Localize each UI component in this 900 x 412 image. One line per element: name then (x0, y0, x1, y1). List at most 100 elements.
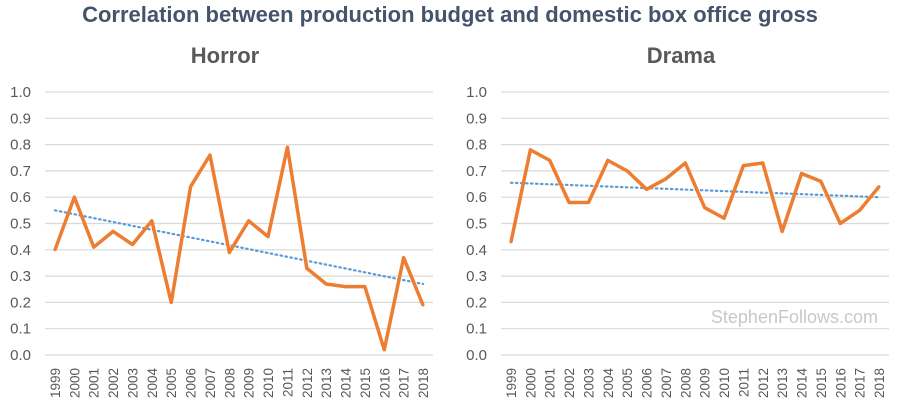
x-tick-label: 2011 (280, 368, 295, 397)
y-tick-label: 1.0 (10, 84, 31, 101)
y-tick-label: 0.5 (466, 216, 487, 233)
data-point (780, 229, 784, 233)
data-point (548, 158, 552, 162)
y-tick-label: 0.8 (466, 137, 487, 154)
data-point (208, 153, 212, 157)
x-tick-label: 2006 (184, 368, 199, 398)
data-point (363, 285, 367, 289)
x-tick-label: 2015 (358, 368, 373, 398)
y-tick-label: 0.4 (466, 242, 487, 259)
y-tick-label: 0.3 (466, 268, 487, 285)
chart-panel-horror: Horror 0.0 0.1 0.2 0.3 0.4 0.5 0.6 0.7 0.8 0.9 1.0 1… (10, 43, 433, 398)
data-point (402, 256, 406, 260)
data-point (819, 179, 823, 183)
data-point (150, 219, 154, 223)
x-tick-label: 2011 (736, 368, 751, 397)
data-point (189, 185, 193, 189)
x-tick-label: 2013 (775, 368, 790, 398)
y-tick-label: 0.6 (466, 189, 487, 206)
chart-title: Drama (647, 43, 716, 68)
x-tick-label: 2003 (125, 368, 140, 398)
data-point (722, 216, 726, 220)
x-tick-label: 2010 (261, 368, 276, 398)
x-tick-label: 2015 (814, 368, 829, 398)
x-tick-label: 2010 (717, 368, 732, 398)
data-point (838, 222, 842, 225)
y-tick-label: 0.5 (10, 216, 31, 233)
data-point (761, 161, 765, 165)
x-tick-label: 2002 (562, 368, 577, 398)
data-point (606, 158, 610, 162)
data-point (586, 200, 590, 204)
x-tick-label: 2017 (853, 368, 868, 398)
y-tick-label: 0.0 (466, 347, 487, 364)
x-tick-label: 2009 (698, 368, 713, 398)
x-tick-label: 2005 (164, 368, 179, 398)
x-tick-label: 2001 (87, 368, 102, 398)
series-line (53, 145, 425, 352)
trendline (509, 181, 881, 199)
data-point (266, 235, 270, 239)
y-tick-label: 0.7 (10, 163, 31, 180)
watermark: StephenFollows.com (711, 307, 878, 327)
y-tick-label: 0.2 (466, 294, 487, 311)
x-tick-label: 1999 (48, 368, 63, 398)
data-point (567, 200, 571, 204)
data-point (703, 206, 707, 210)
data-point (625, 169, 629, 173)
data-point (645, 187, 649, 191)
data-point (858, 208, 862, 212)
data-point (344, 285, 348, 289)
y-tick-label: 0.6 (10, 189, 31, 206)
x-tick-label: 2003 (581, 368, 596, 398)
x-tick-label: 2014 (339, 368, 354, 399)
x-tick-label: 1999 (504, 368, 519, 398)
x-tick-label: 2004 (601, 368, 616, 399)
x-tick-label: 2014 (795, 368, 810, 399)
data-point (111, 229, 115, 233)
data-point (664, 177, 668, 181)
x-tick-label: 2006 (640, 368, 655, 398)
x-tick-label: 2002 (106, 368, 121, 398)
x-tick-label: 2005 (620, 368, 635, 398)
data-point (247, 219, 251, 223)
data-point (227, 250, 231, 254)
data-point (324, 282, 328, 286)
y-tick-label: 0.1 (10, 321, 31, 338)
y-tick-label: 0.2 (10, 294, 31, 311)
x-tick-label: 2008 (222, 368, 237, 398)
chart-title: Horror (191, 43, 260, 68)
main-title: Correlation between production budget an… (82, 2, 818, 27)
data-point (53, 248, 57, 252)
x-tick-label: 2018 (872, 368, 887, 398)
data-point (382, 348, 386, 352)
x-tick-label: 2017 (397, 368, 412, 398)
y-tick-label: 0.1 (466, 321, 487, 338)
x-tick-label: 2008 (678, 368, 693, 398)
y-tick-label: 0.8 (10, 137, 31, 154)
y-tick-label: 0.4 (10, 242, 31, 259)
x-tick-label: 2016 (377, 368, 392, 398)
x-tick-label: 2007 (203, 368, 218, 398)
data-point (92, 245, 96, 249)
data-point (72, 195, 76, 199)
x-tick-label: 2013 (319, 368, 334, 398)
data-point (285, 145, 289, 149)
data-point (509, 240, 513, 244)
x-tick-label: 2009 (242, 368, 257, 398)
y-tick-label: 0.3 (10, 268, 31, 285)
y-tick-label: 0.0 (10, 347, 31, 364)
data-point (421, 303, 425, 307)
x-tick-label: 2016 (833, 368, 848, 398)
data-point (741, 164, 745, 168)
data-point (528, 148, 532, 152)
data-point (800, 172, 804, 176)
y-tick-label: 1.0 (466, 84, 487, 101)
y-tick-label: 0.7 (466, 163, 487, 180)
data-point (169, 300, 173, 304)
trendline (53, 209, 425, 286)
x-tick-label: 2000 (523, 368, 538, 398)
x-tick-label: 2000 (67, 368, 82, 398)
x-tick-label: 2007 (659, 368, 674, 398)
